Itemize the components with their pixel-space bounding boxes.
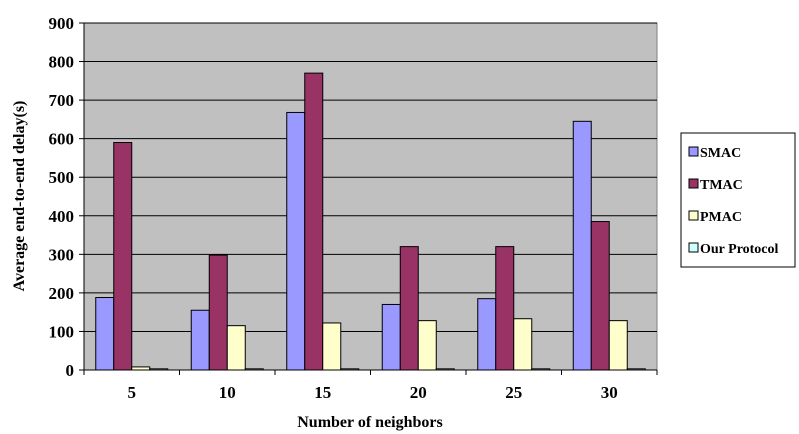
axes bbox=[83, 23, 658, 375]
x-tick-label: 25 bbox=[505, 383, 522, 402]
plot-area bbox=[83, 22, 658, 371]
x-tick-label: 30 bbox=[601, 383, 618, 402]
y-tick-label: 400 bbox=[49, 207, 75, 226]
y-tick-label: 700 bbox=[49, 91, 75, 110]
legend-swatch-our-protocol bbox=[688, 242, 699, 253]
gridlines bbox=[84, 22, 657, 332]
bar-smac-15 bbox=[286, 111, 306, 371]
y-tick-label: 0 bbox=[66, 361, 75, 380]
bar-pmac-10 bbox=[226, 325, 246, 371]
legend-label: PMAC bbox=[700, 210, 742, 225]
bar-tmac-30 bbox=[590, 221, 610, 371]
bar-tmac-10 bbox=[208, 254, 228, 371]
legend-label: TMAC bbox=[700, 178, 743, 193]
legend-swatch-smac bbox=[688, 146, 699, 157]
x-tick-label: 10 bbox=[219, 383, 236, 402]
bar-tmac-5 bbox=[113, 142, 133, 371]
bar-pmac-20 bbox=[417, 320, 437, 371]
x-tick-labels: 5 10 15 20 25 30 bbox=[128, 383, 618, 402]
y-tick-label: 200 bbox=[49, 284, 75, 303]
y-tick-label: 600 bbox=[49, 130, 75, 149]
y-tick-label: 100 bbox=[49, 322, 75, 341]
legend-label: SMAC bbox=[700, 146, 741, 161]
bar-tmac-20 bbox=[399, 246, 419, 371]
legend-box bbox=[680, 132, 796, 268]
y-tick-label: 300 bbox=[49, 245, 75, 264]
legend-swatch-tmac bbox=[688, 178, 699, 189]
bar-smac-30 bbox=[572, 120, 592, 371]
bars bbox=[95, 72, 646, 371]
y-axis-title: Average end-to-end delay(s) bbox=[11, 101, 28, 292]
bar-smac-20 bbox=[381, 303, 401, 371]
bar-pmac-25 bbox=[513, 318, 533, 371]
y-tick-label: 800 bbox=[49, 53, 75, 72]
legend-swatch-pmac bbox=[688, 210, 699, 221]
x-axis-title: Number of neighbors bbox=[297, 414, 443, 431]
legend: SMAC TMAC PMAC Our Protocol bbox=[680, 132, 796, 268]
x-tick-label: 20 bbox=[410, 383, 427, 402]
bar-tmac-25 bbox=[495, 246, 515, 371]
y-tick-label: 500 bbox=[49, 168, 75, 187]
x-tick-label: 15 bbox=[314, 383, 331, 402]
bar-pmac-30 bbox=[608, 320, 628, 371]
y-tick-labels: 0 100 200 300 400 500 600 700 800 900 bbox=[49, 14, 84, 380]
bar-smac-5 bbox=[95, 297, 115, 371]
bar-smac-10 bbox=[190, 309, 210, 371]
bar-smac-25 bbox=[477, 298, 497, 371]
x-tick-label: 5 bbox=[128, 383, 137, 402]
y-tick-label: 900 bbox=[49, 14, 75, 33]
bar-tmac-15 bbox=[304, 72, 324, 371]
legend-label: Our Protocol bbox=[700, 242, 779, 257]
bar-pmac-15 bbox=[322, 322, 342, 371]
